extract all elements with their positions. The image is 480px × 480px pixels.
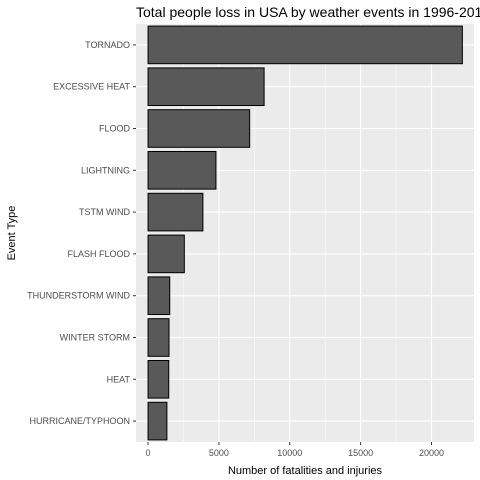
bar-hurricane-typhoon bbox=[148, 402, 167, 440]
y-axis-tick-labels: TORNADO EXCESSIVE HEAT FLOOD LIGHTNING TSTM … bbox=[27, 40, 136, 426]
bar-winter-storm bbox=[148, 319, 169, 357]
y-tick-label: FLOOD bbox=[99, 124, 131, 134]
y-tick-label: TSTM WIND bbox=[79, 207, 130, 217]
x-tick-label: 20000 bbox=[419, 448, 444, 458]
bar-heat bbox=[148, 360, 169, 398]
bar-flood bbox=[148, 110, 250, 148]
x-tick-label: 0 bbox=[146, 448, 151, 458]
x-tick-label: 5000 bbox=[209, 448, 229, 458]
x-axis-label: Number of fatalities and injuries bbox=[228, 465, 383, 477]
y-tick-label: THUNDERSTORM WIND bbox=[27, 291, 130, 301]
x-tick-label: 15000 bbox=[348, 448, 373, 458]
bar-tornado bbox=[148, 26, 462, 64]
y-tick-label: HEAT bbox=[107, 374, 131, 384]
y-tick-label: TORNADO bbox=[85, 40, 130, 50]
bar-excessive-heat bbox=[148, 68, 264, 106]
bar-lightning bbox=[148, 151, 216, 189]
bar-tstm-wind bbox=[148, 193, 203, 231]
y-tick-label: EXCESSIVE HEAT bbox=[53, 82, 130, 92]
x-axis-tick-labels: 0 5000 10000 15000 20000 bbox=[146, 442, 444, 458]
y-tick-label: HURRICANE/TYPHOON bbox=[29, 416, 130, 426]
x-tick-label: 10000 bbox=[277, 448, 302, 458]
chart-title: Total people loss in USA by weather even… bbox=[136, 4, 480, 20]
y-axis-label: Event Type bbox=[6, 206, 18, 261]
y-tick-label: FLASH FLOOD bbox=[67, 249, 130, 259]
y-tick-label: LIGHTNING bbox=[81, 165, 130, 175]
y-tick-label: WINTER STORM bbox=[60, 333, 130, 343]
bar-thunderstorm-wind bbox=[148, 277, 170, 315]
bar-flash-flood bbox=[148, 235, 184, 273]
